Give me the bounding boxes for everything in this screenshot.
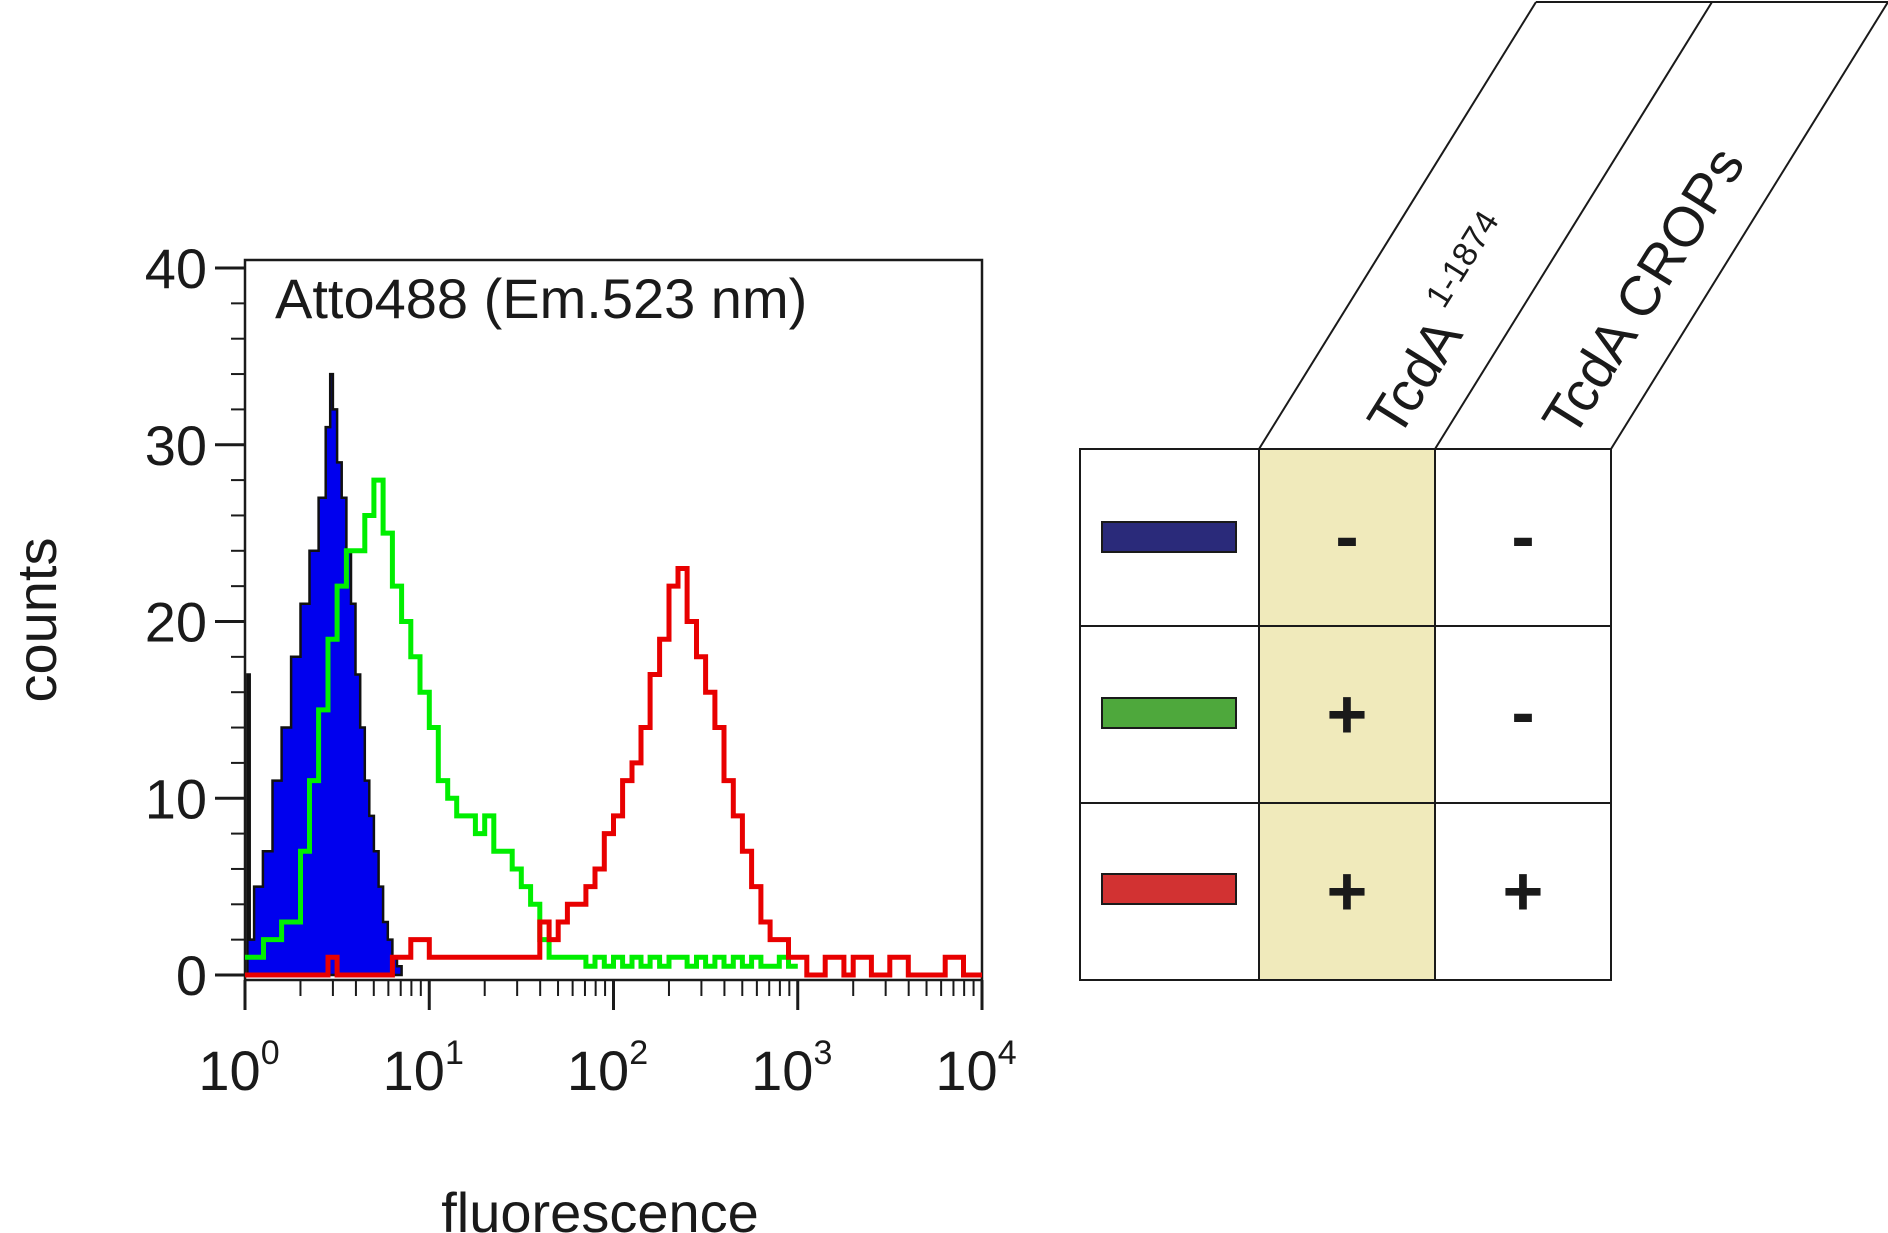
series-3-histogram [245, 566, 982, 978]
y-tick-label-20: 20 [145, 591, 207, 654]
x-tick-label-3: 103 [751, 1034, 832, 1102]
row-1-tcda-1-1874-value: - [1335, 497, 1358, 575]
row-2-tcda-1-1874-value: + [1327, 675, 1368, 753]
series-2-histogram [245, 477, 798, 969]
x-tick-exponent: 4 [998, 1034, 1017, 1072]
column-header-tcda-base: TcdA [1355, 307, 1475, 447]
y-tick-label-40: 40 [145, 237, 207, 300]
x-tick-exponent: 0 [261, 1034, 280, 1072]
x-tick-base: 10 [751, 1039, 813, 1102]
table-grid [1079, 1, 1888, 981]
x-tick-base: 10 [567, 1039, 629, 1102]
column-header-tcda-superscript: 1-1874 [1418, 204, 1506, 314]
row-3-swatch [1101, 873, 1237, 905]
highlight-column [1259, 449, 1435, 980]
x-tick-label-1: 101 [383, 1034, 464, 1102]
chart-title: Atto488 (Em.523 nm) [275, 267, 807, 330]
y-tick-label-0: 0 [176, 944, 207, 1007]
x-tick-label-4: 104 [935, 1034, 1016, 1102]
x-tick-exponent: 1 [445, 1034, 464, 1072]
column-header-tcda-1-1874: TcdA1-1874 [1347, 204, 1535, 446]
row-2-swatch [1101, 697, 1237, 729]
legend-table: TcdA1-1874 TcdA CROPs - - + - + + [1079, 1, 1888, 981]
x-axis-label: fluorescence [441, 1181, 759, 1233]
y-axis-label: counts [5, 538, 68, 703]
series-layer [245, 372, 982, 978]
x-tick-base: 10 [383, 1039, 445, 1102]
x-tick-label-0: 100 [198, 1034, 279, 1102]
x-tick-exponent: 3 [813, 1034, 832, 1072]
row-3-tcda-1-1874-value: + [1327, 852, 1368, 930]
x-tick-label-2: 102 [567, 1034, 648, 1102]
x-tick-exponent: 2 [629, 1034, 648, 1072]
row-2-tcda-crops-value: - [1511, 673, 1534, 751]
row-1-swatch [1101, 521, 1237, 553]
column-header-tcda-crops: TcdA CROPs [1530, 136, 1757, 446]
y-tick-label-10: 10 [145, 767, 207, 830]
row-1-tcda-crops-value: - [1511, 497, 1534, 575]
x-tick-base: 10 [935, 1039, 997, 1102]
row-3-tcda-crops-value: + [1503, 852, 1544, 930]
series-1-histogram [245, 372, 403, 977]
x-tick-base: 10 [198, 1039, 260, 1102]
y-tick-label-30: 30 [145, 414, 207, 477]
